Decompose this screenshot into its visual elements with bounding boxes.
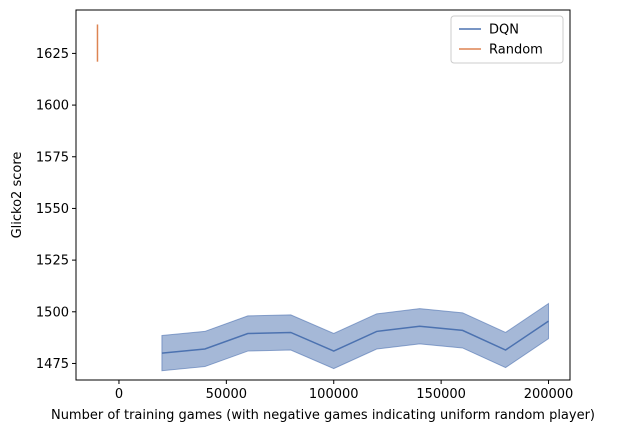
plot-background bbox=[76, 10, 570, 380]
legend-label-random: Random bbox=[489, 43, 543, 58]
x-tick-label: 150000 bbox=[416, 387, 466, 402]
x-tick-label: 200000 bbox=[524, 387, 574, 402]
series-line-dqn bbox=[161, 320, 549, 354]
series-lines bbox=[96, 24, 549, 354]
y-tick-label: 1475 bbox=[36, 357, 69, 372]
x-axis-ticks: 0 50000 100000 150000 200000 bbox=[115, 380, 574, 402]
x-tick-label: 50000 bbox=[206, 387, 247, 402]
legend-label-dqn: DQN bbox=[489, 23, 519, 38]
y-tick-label: 1525 bbox=[36, 254, 69, 269]
legend: DQN Random bbox=[450, 15, 564, 64]
y-tick-label: 1600 bbox=[36, 99, 69, 114]
x-axis-label: Number of training games (with negative … bbox=[51, 408, 595, 423]
plot-frame bbox=[75, 9, 571, 381]
x-tick-label: 0 bbox=[115, 387, 123, 402]
y-tick-label: 1550 bbox=[36, 202, 69, 217]
x-tick-label: 100000 bbox=[309, 387, 359, 402]
series-band-dqn bbox=[161, 302, 550, 372]
y-tick-label: 1625 bbox=[36, 47, 69, 62]
y-axis-ticks: 1475 1500 1525 1550 1575 1600 1625 bbox=[36, 47, 76, 372]
legend-box bbox=[450, 15, 564, 64]
confidence-bands bbox=[161, 302, 550, 372]
y-tick-label: 1575 bbox=[36, 150, 69, 165]
y-axis-label: Glicko2 score bbox=[10, 152, 25, 239]
y-tick-label: 1500 bbox=[36, 305, 69, 320]
